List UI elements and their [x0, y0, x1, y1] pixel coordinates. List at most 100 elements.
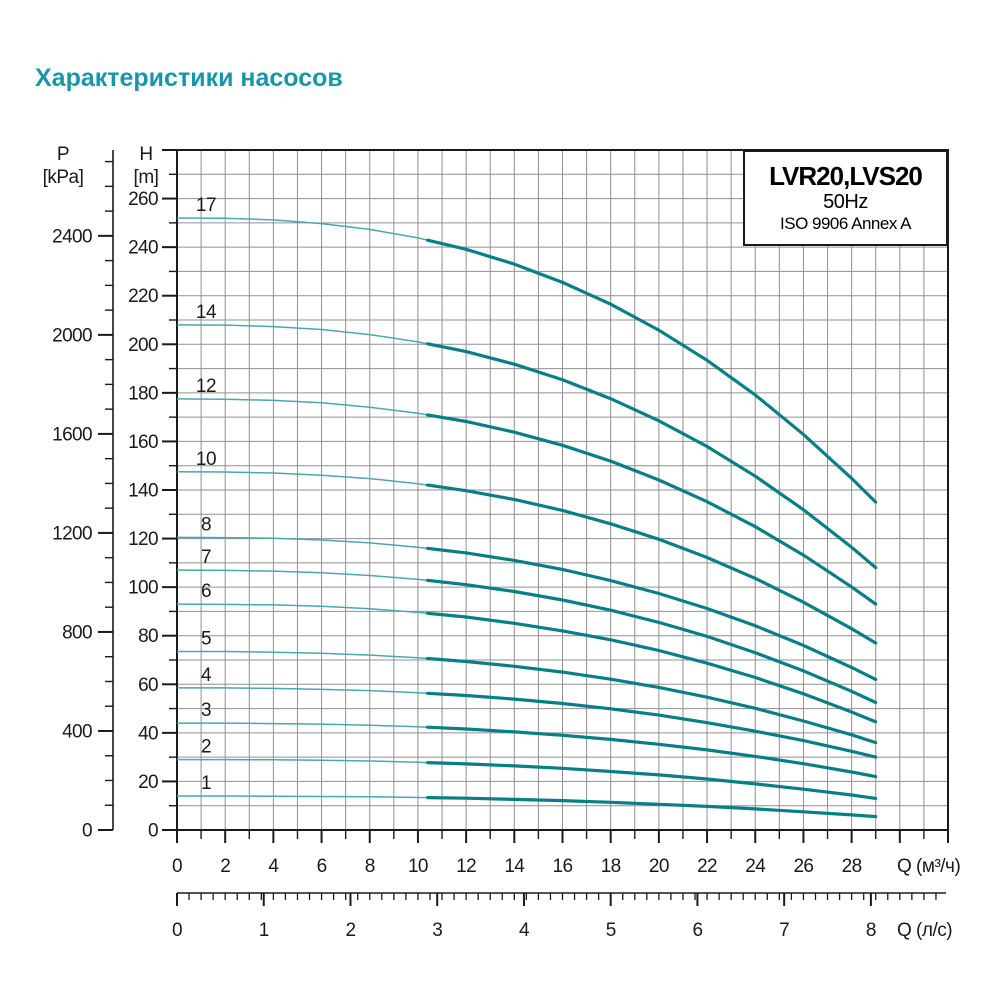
pump-curve-5-thin	[177, 650, 428, 660]
head-axis-unit: [m]	[134, 167, 159, 188]
pump-curve-4-thin	[177, 687, 428, 695]
curve-label-8: 8	[201, 514, 211, 535]
pressure-tick-label: 1600	[52, 424, 92, 445]
pump-curve-14	[426, 342, 878, 570]
pump-curve-12	[426, 413, 878, 606]
pressure-axis-unit: [kPa]	[43, 167, 84, 188]
flow-axis-m3h-label: Q (м³/ч)	[897, 856, 960, 877]
flow-tick-label: 2	[220, 856, 230, 877]
pump-curve-2-thin	[177, 758, 428, 764]
head-tick-label: 80	[138, 626, 158, 647]
pump-curve-2	[426, 760, 878, 801]
pump-curve-5	[426, 656, 878, 745]
pump-curve-3	[426, 725, 878, 779]
flow-ls-tick-label: 0	[172, 920, 182, 941]
head-tick-label: 120	[128, 529, 158, 550]
flow-ls-tick-label: 3	[432, 920, 442, 941]
pump-curve-1-thin	[177, 795, 428, 799]
pump-curve-7-thin	[176, 569, 428, 582]
flow-axis-m3h-ticks: 0 2 4 6 8 10 12 14 16 18 20 22 24 26 28	[172, 831, 949, 877]
flow-ls-tick-label: 5	[606, 920, 616, 941]
flow-tick-label: 8	[365, 856, 375, 877]
pressure-axis-symbol: P	[57, 144, 69, 165]
pressure-tick-label: 800	[62, 622, 92, 643]
curve-label-6: 6	[201, 581, 211, 602]
standard-label: ISO 9906 Annex A	[780, 213, 911, 233]
flow-ls-tick-label: 7	[779, 920, 789, 941]
flow-ls-tick-label: 1	[259, 920, 269, 941]
plot-border	[176, 149, 949, 831]
head-axis-symbol: H	[139, 144, 152, 165]
pump-curve-8-thin	[176, 536, 428, 550]
page-title: Характеристики насосов	[35, 64, 343, 92]
flow-tick-label: 28	[842, 856, 862, 877]
head-tick-label: 220	[128, 286, 158, 307]
pump-curve-6	[426, 611, 878, 724]
curve-label-10: 10	[196, 449, 216, 470]
head-axis-ticks: 0 20 40 60 80 100 120 140 160 180 200 220 240 260	[128, 149, 177, 842]
head-tick-label: 160	[128, 432, 158, 453]
curve-label-17: 17	[196, 195, 216, 216]
head-tick-label: 0	[148, 821, 158, 842]
pump-curve-17	[426, 238, 878, 504]
pump-curve-12-thin	[176, 398, 428, 416]
flow-tick-label: 22	[697, 856, 717, 877]
flow-ls-tick-label: 6	[692, 920, 702, 941]
flow-tick-label: 12	[456, 856, 476, 877]
flow-axis-ls-ticks: 0 1 2 3 4 5 6 7 8	[172, 892, 946, 941]
head-tick-label: 20	[138, 772, 158, 793]
pump-curve-4	[426, 691, 878, 759]
head-tick-label: 140	[128, 481, 158, 502]
pump-curve-8	[426, 546, 878, 682]
flow-tick-label: 20	[649, 856, 669, 877]
flow-tick-label: 10	[408, 856, 428, 877]
head-tick-label: 60	[138, 675, 158, 696]
flow-tick-label: 4	[268, 856, 279, 877]
flow-tick-label: 24	[745, 856, 766, 877]
pressure-tick-label: 2400	[52, 226, 92, 247]
head-tick-label: 100	[128, 578, 158, 599]
flow-ls-tick-label: 2	[345, 920, 355, 941]
pump-curve-10	[426, 483, 878, 645]
pump-curve-7	[426, 578, 878, 705]
pressure-tick-label: 2000	[52, 325, 92, 346]
flow-ls-tick-label: 4	[519, 920, 530, 941]
curve-label-1: 1	[201, 773, 211, 794]
pump-curve-14-thin	[176, 324, 428, 345]
flow-tick-label: 18	[601, 856, 621, 877]
flow-ls-tick-label: 8	[866, 920, 876, 941]
pump-model-label: LVR20,LVS20	[769, 160, 923, 191]
head-tick-label: 240	[128, 238, 158, 259]
pump-curve-1	[426, 795, 878, 819]
curve-label-12: 12	[196, 376, 216, 397]
curve-label-4: 4	[201, 665, 212, 686]
flow-tick-label: 26	[793, 856, 813, 877]
flow-tick-label: 16	[553, 856, 573, 877]
head-tick-label: 40	[138, 723, 158, 744]
flow-axis-ls-label: Q (л/с)	[897, 920, 952, 941]
head-tick-label: 180	[128, 383, 158, 404]
pump-curve-10-thin	[176, 471, 428, 486]
pump-curve-3-thin	[177, 722, 428, 728]
flow-tick-label: 6	[317, 856, 327, 877]
chart-legend-box: LVR20,LVS20 50Hz ISO 9906 Annex A	[743, 150, 948, 246]
curve-label-14: 14	[196, 302, 217, 323]
curve-label-3: 3	[201, 700, 211, 721]
pressure-tick-label: 400	[62, 721, 92, 742]
curve-label-7: 7	[201, 547, 211, 568]
pump-curve-6-thin	[176, 603, 428, 615]
pressure-tick-label: 1200	[52, 523, 92, 544]
pump-curves	[176, 217, 878, 819]
pressure-tick-label: 0	[82, 821, 92, 842]
head-tick-label: 200	[128, 335, 158, 356]
curve-label-2: 2	[201, 737, 211, 758]
frequency-label: 50Hz	[823, 190, 868, 213]
flow-tick-label: 0	[172, 856, 182, 877]
pump-curve-17-thin	[176, 217, 428, 241]
pressure-axis-ticks: 0 400 800 1200 1600 2000 2400	[52, 150, 114, 842]
curve-stage-labels: 17 14 12 10 8 7 6 5 4 3 2 1	[196, 195, 218, 794]
curve-label-5: 5	[201, 629, 211, 650]
flow-tick-label: 14	[504, 856, 525, 877]
